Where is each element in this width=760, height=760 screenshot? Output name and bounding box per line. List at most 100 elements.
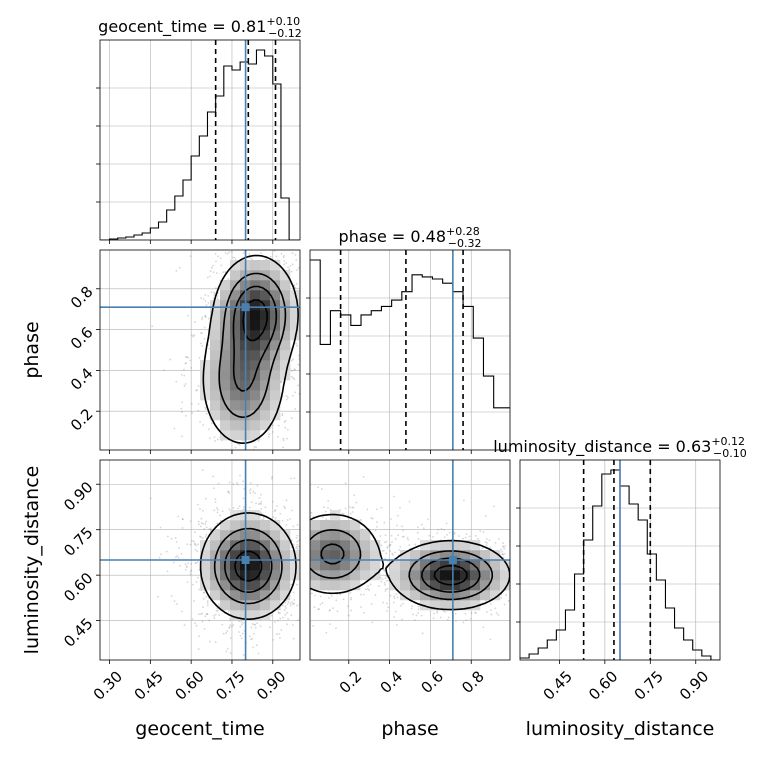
sample-point: [293, 602, 296, 605]
sample-point: [386, 546, 389, 549]
sample-point: [369, 583, 372, 586]
sample-point: [195, 581, 198, 584]
sample-point: [367, 585, 369, 587]
sample-point: [238, 620, 241, 623]
sample-point: [532, 582, 534, 584]
sample-point: [302, 552, 304, 554]
sample-point: [228, 627, 231, 629]
sample-point: [428, 534, 431, 537]
sample-point: [219, 257, 222, 260]
sample-point: [396, 524, 398, 527]
sample-point: [268, 473, 270, 475]
density-cell: [200, 550, 211, 561]
sample-point: [224, 223, 226, 225]
sample-point: [227, 490, 230, 493]
scatter-geocent-time-vs-phase-panel: [96, 223, 327, 475]
sample-point: [260, 503, 263, 505]
density-cell: [320, 580, 331, 591]
sample-point: [201, 318, 203, 321]
density-cell: [230, 550, 241, 561]
sample-point: [240, 637, 243, 640]
sample-point: [257, 241, 259, 243]
panel-frame: [99, 459, 301, 661]
density-cell: [310, 540, 321, 551]
sample-point: [173, 427, 176, 430]
sample-point: [176, 603, 178, 606]
tick-label-x: 0.90: [676, 667, 712, 703]
sample-point: [218, 473, 220, 475]
sample-point: [446, 533, 449, 536]
panel-frame: [309, 459, 511, 661]
sample-point: [442, 610, 445, 612]
sample-point: [183, 385, 186, 387]
sample-point: [291, 375, 293, 378]
sample-point: [210, 527, 212, 530]
density-cell: [220, 520, 231, 531]
sample-point: [525, 591, 527, 593]
sample-point: [260, 493, 262, 496]
sample-point: [245, 245, 247, 247]
sample-point: [193, 600, 195, 602]
sample-point: [501, 553, 504, 556]
sample-point: [285, 395, 288, 397]
xlabel-luminosity-distance: luminosity_distance: [526, 718, 715, 740]
sample-point: [291, 263, 294, 266]
sample-point: [518, 599, 520, 601]
sample-point: [274, 509, 277, 512]
density-cell: [220, 350, 231, 361]
sample-point: [239, 244, 241, 246]
sample-point: [181, 435, 183, 438]
sample-point: [304, 563, 306, 565]
density-cell: [350, 540, 361, 551]
sample-point: [289, 518, 291, 520]
sample-point: [306, 566, 308, 568]
sample-point: [275, 255, 278, 258]
sample-point: [292, 525, 295, 528]
sample-point: [362, 476, 365, 478]
sample-point: [344, 507, 347, 510]
density-cell: [450, 570, 461, 581]
density-cell: [320, 520, 331, 531]
sample-point: [383, 569, 385, 572]
sample-point: [181, 401, 184, 404]
sample-point: [242, 508, 245, 511]
density-cell: [230, 340, 241, 351]
sample-point: [193, 542, 196, 545]
sample-point: [214, 471, 216, 473]
density-cell: [500, 580, 510, 591]
sample-point: [308, 602, 310, 604]
sample-point: [307, 564, 309, 566]
sample-point: [257, 466, 259, 468]
sample-point: [330, 595, 333, 597]
sample-point: [266, 451, 268, 453]
sample-point: [232, 247, 234, 249]
sample-point: [277, 231, 279, 233]
sample-point: [286, 519, 289, 521]
sample-point: [302, 292, 304, 294]
sample-point: [158, 556, 161, 559]
sample-point: [325, 348, 327, 350]
density-cell: [210, 330, 221, 341]
density-cell: [210, 380, 221, 391]
sample-point: [304, 623, 306, 625]
sample-point: [306, 569, 308, 571]
sample-point: [268, 507, 270, 509]
sample-point: [341, 512, 344, 515]
sample-point: [489, 638, 492, 641]
sample-point: [291, 514, 293, 516]
density-cell: [270, 400, 281, 411]
sample-point: [206, 602, 209, 604]
sample-point: [307, 527, 309, 529]
density-cell: [360, 530, 371, 541]
sample-point: [228, 454, 230, 456]
sample-point: [389, 544, 391, 547]
sample-point: [386, 587, 389, 590]
sample-point: [301, 575, 303, 577]
density-cell: [250, 410, 261, 421]
sample-point: [237, 507, 239, 510]
sample-point: [325, 518, 328, 521]
sample-point: [539, 556, 541, 558]
density-cell: [220, 570, 231, 581]
density-cell: [250, 340, 261, 351]
sample-point: [248, 252, 251, 255]
